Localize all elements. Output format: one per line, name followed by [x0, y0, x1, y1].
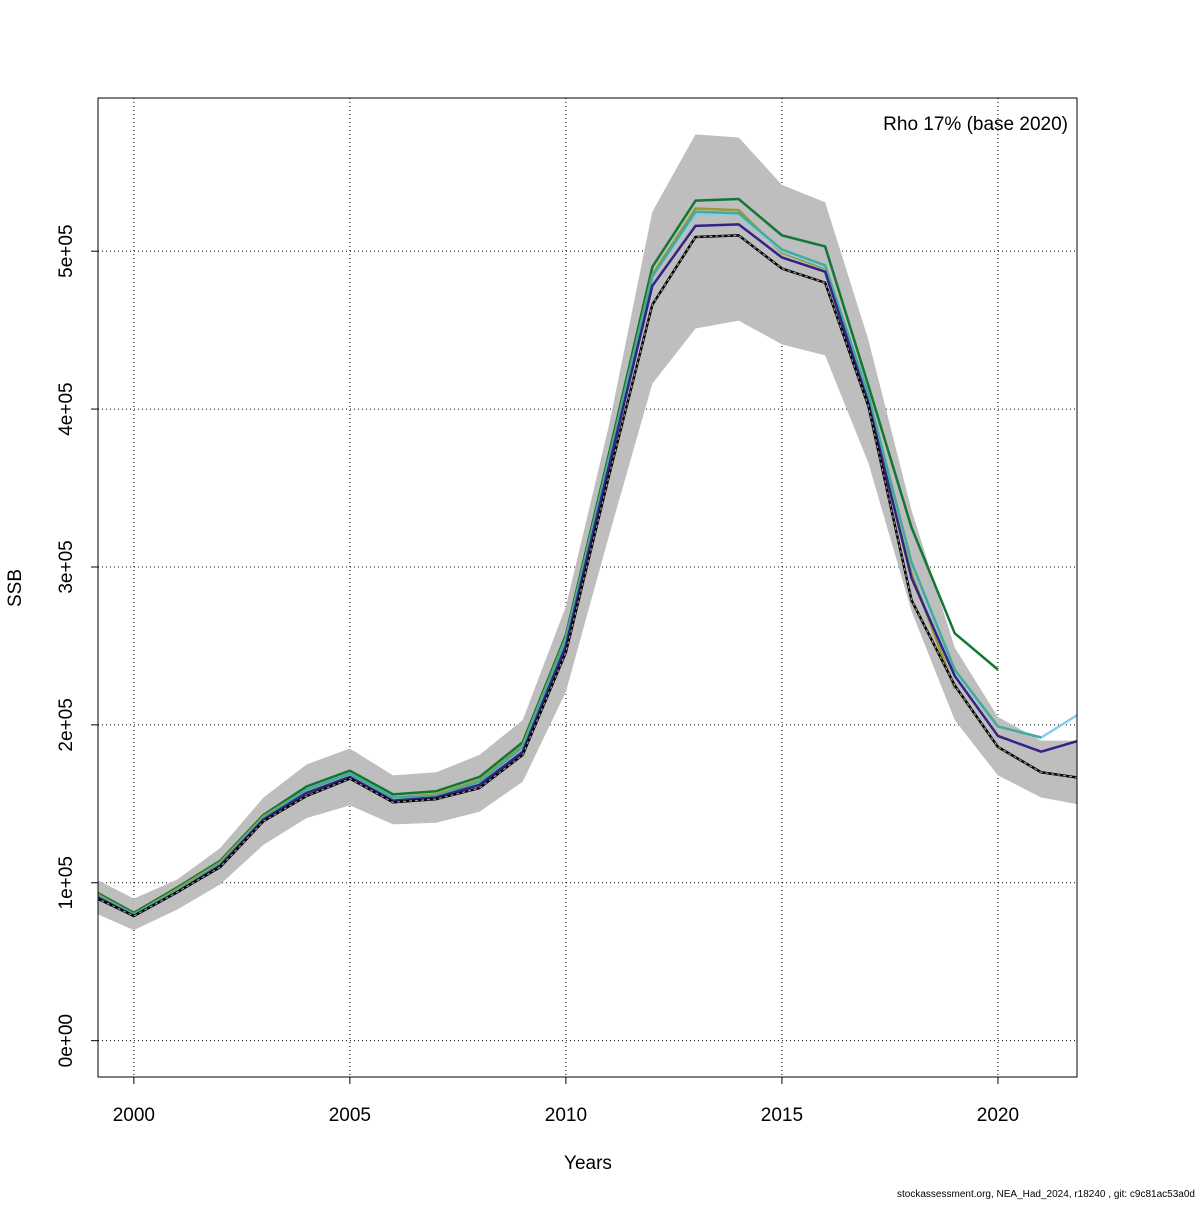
series-line-0 [98, 197, 999, 915]
confidence-band [98, 134, 1077, 931]
x-tick-label: 2010 [545, 1105, 587, 1126]
series-line-dash-5 [98, 234, 1077, 917]
y-axis-label: SSB [5, 569, 26, 607]
x-tick-label: 2020 [977, 1105, 1019, 1126]
footer-text: stockassessment.org, NEA_Had_2024, r1824… [897, 1189, 1195, 1200]
x-tick-label: 2005 [329, 1105, 371, 1126]
y-tick-label: 3e+05 [56, 540, 77, 593]
y-tick-label: 4e+05 [56, 382, 77, 435]
y-tick-label: 0e+00 [56, 1014, 77, 1067]
series-lines [98, 197, 1077, 918]
x-tick-label: 2000 [113, 1105, 155, 1126]
y-tick-label: 1e+05 [56, 856, 77, 909]
y-tick-label: 5e+05 [56, 224, 77, 277]
x-axis-label: Years [564, 1153, 612, 1174]
x-tick-label: 2015 [761, 1105, 803, 1126]
y-axis: 0e+00 1e+05 2e+05 3e+05 4e+05 5e+05 [56, 224, 98, 1067]
x-axis: 2000 2005 2010 2015 2020 [113, 1077, 1019, 1126]
rho-annotation: Rho 17% (base 2020) [883, 114, 1068, 135]
plot-frame [97, 97, 1078, 1078]
y-tick-label: 2e+05 [56, 698, 77, 751]
